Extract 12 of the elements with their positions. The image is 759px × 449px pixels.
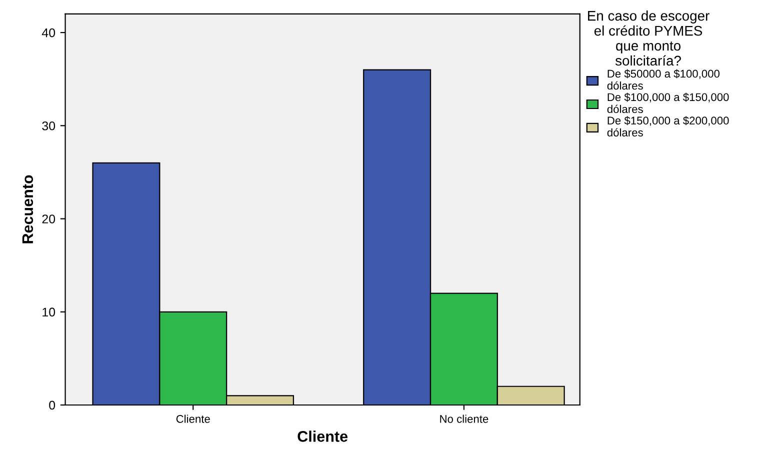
y-tick-label: 20: [42, 214, 56, 224]
y-tick-label: 40: [42, 28, 56, 38]
x-axis-title: Cliente: [298, 430, 348, 442]
legend-label: De $50000 a $100,000 dólares: [607, 69, 720, 90]
legend-label: De $100,000 a $150,000 dólares: [607, 92, 729, 114]
y-axis-title: Recuento: [22, 175, 34, 244]
legend-label: De $150,000 a $200,000 dólares: [607, 116, 729, 136]
y-tick-label: 10: [42, 308, 56, 317]
y-tick-label: 0: [49, 400, 56, 410]
y-tick-label: 30: [42, 121, 56, 130]
x-tick-label: No cliente: [440, 414, 488, 423]
legend-title: En caso de escoger el crédito PYMES que monto solicitaría?: [588, 10, 710, 66]
